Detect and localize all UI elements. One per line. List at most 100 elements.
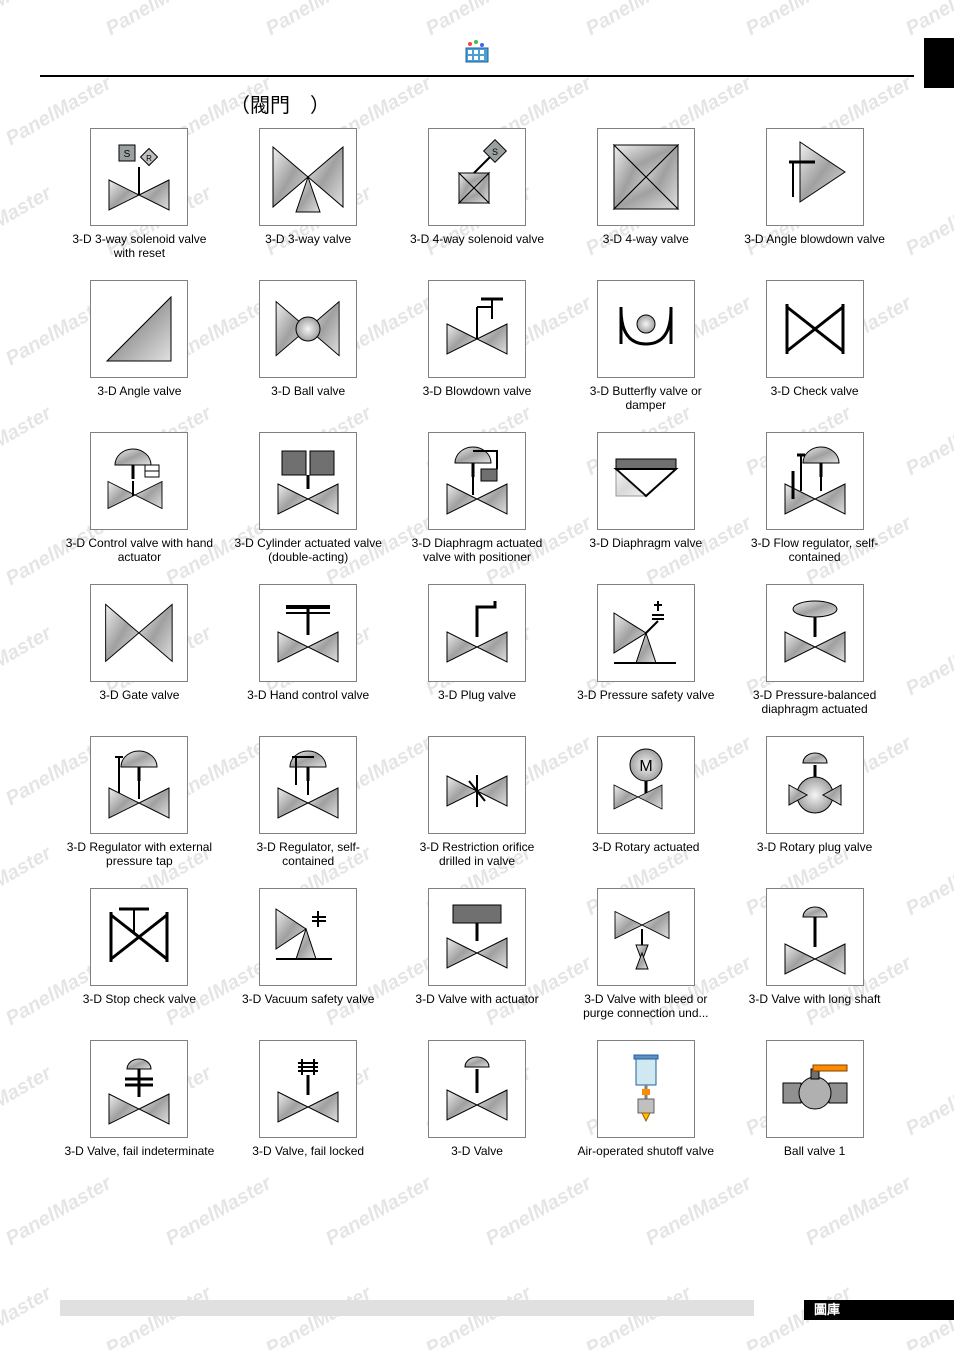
library-item[interactable]: Ball valve 1 xyxy=(735,1040,894,1172)
item-thumbnail[interactable] xyxy=(90,280,188,378)
library-item[interactable]: 3-D Valve with bleed or purge connection… xyxy=(566,888,725,1020)
item-thumbnail[interactable] xyxy=(766,280,864,378)
item-thumbnail[interactable] xyxy=(597,432,695,530)
library-item[interactable]: 3-D Valve, fail indeterminate xyxy=(60,1040,219,1172)
item-label: 3-D Ball valve xyxy=(271,384,345,412)
library-item[interactable]: 3-D Gate valve xyxy=(60,584,219,716)
library-item[interactable]: 3-D Pressure-balanced diaphragm actuated xyxy=(735,584,894,716)
item-thumbnail[interactable] xyxy=(90,888,188,986)
item-label: 3-D Diaphragm valve xyxy=(589,536,702,564)
item-thumbnail[interactable] xyxy=(90,128,188,226)
item-label: 3-D Gate valve xyxy=(99,688,179,716)
library-item[interactable]: 3-D Restriction orifice drilled in valve xyxy=(398,736,557,868)
library-item[interactable]: 3-D Angle blowdown valve xyxy=(735,128,894,260)
library-item[interactable]: 3-D Blowdown valve xyxy=(398,280,557,412)
item-label: 3-D Rotary actuated xyxy=(592,840,699,868)
item-label: 3-D Check valve xyxy=(771,384,859,412)
item-thumbnail[interactable] xyxy=(259,888,357,986)
item-thumbnail[interactable] xyxy=(597,584,695,682)
item-thumbnail[interactable] xyxy=(597,128,695,226)
library-item[interactable]: 3-D Stop check valve xyxy=(60,888,219,1020)
library-item[interactable]: 3-D Rotary actuated xyxy=(566,736,725,868)
footer: 圖庫 xyxy=(0,1300,954,1320)
item-thumbnail[interactable] xyxy=(428,280,526,378)
item-thumbnail[interactable] xyxy=(597,1040,695,1138)
header-rule xyxy=(40,75,914,77)
page-title: （閥門 ） xyxy=(230,89,954,118)
item-thumbnail[interactable] xyxy=(766,432,864,530)
item-label: 3-D Butterfly valve or damper xyxy=(571,384,721,412)
item-thumbnail[interactable] xyxy=(766,128,864,226)
item-label: 3-D 3-way solenoid valve with reset xyxy=(64,232,214,260)
item-thumbnail[interactable] xyxy=(428,736,526,834)
footer-bar xyxy=(60,1300,754,1316)
library-item[interactable]: 3-D Check valve xyxy=(735,280,894,412)
item-thumbnail[interactable] xyxy=(90,584,188,682)
item-label: 3-D Angle blowdown valve xyxy=(744,232,885,260)
item-label: 3-D Valve xyxy=(451,1144,503,1172)
item-thumbnail[interactable] xyxy=(597,280,695,378)
library-item[interactable]: 3-D Valve xyxy=(398,1040,557,1172)
library-item[interactable]: 3-D Diaphragm valve xyxy=(566,432,725,564)
library-item[interactable]: Air-operated shutoff valve xyxy=(566,1040,725,1172)
item-thumbnail[interactable] xyxy=(597,736,695,834)
item-thumbnail[interactable] xyxy=(259,280,357,378)
item-thumbnail[interactable] xyxy=(428,128,526,226)
footer-label: 圖庫 xyxy=(804,1300,954,1320)
item-thumbnail[interactable] xyxy=(428,1040,526,1138)
library-item[interactable]: 3-D 4-way valve xyxy=(566,128,725,260)
library-item[interactable]: 3-D Pressure safety valve xyxy=(566,584,725,716)
library-item[interactable]: 3-D Valve with long shaft xyxy=(735,888,894,1020)
item-thumbnail[interactable] xyxy=(766,1040,864,1138)
item-thumbnail[interactable] xyxy=(597,888,695,986)
library-item[interactable]: 3-D Regulator with external pressure tap xyxy=(60,736,219,868)
item-label: 3-D Valve with bleed or purge connection… xyxy=(571,992,721,1020)
library-item[interactable]: 3-D Butterfly valve or damper xyxy=(566,280,725,412)
library-item[interactable]: 3-D 4-way solenoid valve xyxy=(398,128,557,260)
library-item[interactable]: 3-D Valve with actuator xyxy=(398,888,557,1020)
item-thumbnail[interactable] xyxy=(90,736,188,834)
library-item[interactable]: 3-D Regulator, self-contained xyxy=(229,736,388,868)
item-label: 3-D Rotary plug valve xyxy=(757,840,872,868)
item-thumbnail[interactable] xyxy=(259,432,357,530)
item-label: 3-D Valve with long shaft xyxy=(749,992,881,1020)
item-thumbnail[interactable] xyxy=(259,736,357,834)
item-thumbnail[interactable] xyxy=(259,584,357,682)
library-item[interactable]: 3-D 3-way valve xyxy=(229,128,388,260)
item-label: 3-D 3-way valve xyxy=(265,232,351,260)
item-label: 3-D Pressure safety valve xyxy=(577,688,714,716)
library-item[interactable]: 3-D 3-way solenoid valve with reset xyxy=(60,128,219,260)
library-item[interactable]: 3-D Flow regulator, self-contained xyxy=(735,432,894,564)
item-thumbnail[interactable] xyxy=(766,888,864,986)
item-label: 3-D 4-way valve xyxy=(603,232,689,260)
item-thumbnail[interactable] xyxy=(428,432,526,530)
item-label: 3-D 4-way solenoid valve xyxy=(410,232,544,260)
library-item[interactable]: 3-D Diaphragm actuated valve with positi… xyxy=(398,432,557,564)
item-thumbnail[interactable] xyxy=(259,128,357,226)
library-item[interactable]: 3-D Vacuum safety valve xyxy=(229,888,388,1020)
library-item[interactable]: 3-D Rotary plug valve xyxy=(735,736,894,868)
item-label: 3-D Regulator with external pressure tap xyxy=(64,840,214,868)
item-label: 3-D Pressure-balanced diaphragm actuated xyxy=(740,688,890,716)
item-label: 3-D Valve, fail locked xyxy=(252,1144,364,1172)
item-label: 3-D Plug valve xyxy=(438,688,516,716)
library-item[interactable]: 3-D Plug valve xyxy=(398,584,557,716)
item-thumbnail[interactable] xyxy=(90,1040,188,1138)
library-item[interactable]: 3-D Valve, fail locked xyxy=(229,1040,388,1172)
library-item[interactable]: 3-D Angle valve xyxy=(60,280,219,412)
item-label: 3-D Hand control valve xyxy=(247,688,369,716)
item-thumbnail[interactable] xyxy=(428,584,526,682)
item-label: 3-D Regulator, self-contained xyxy=(233,840,383,868)
library-item[interactable]: 3-D Cylinder actuated valve (double-acti… xyxy=(229,432,388,564)
icon-grid: 3-D 3-way solenoid valve with reset 3-D 3… xyxy=(0,128,954,1212)
library-item[interactable]: 3-D Control valve with hand actuator xyxy=(60,432,219,564)
item-label: Air-operated shutoff valve xyxy=(578,1144,715,1172)
item-thumbnail[interactable] xyxy=(90,432,188,530)
library-item[interactable]: 3-D Ball valve xyxy=(229,280,388,412)
header-icon xyxy=(0,0,954,75)
item-thumbnail[interactable] xyxy=(766,584,864,682)
item-thumbnail[interactable] xyxy=(259,1040,357,1138)
item-thumbnail[interactable] xyxy=(428,888,526,986)
item-thumbnail[interactable] xyxy=(766,736,864,834)
library-item[interactable]: 3-D Hand control valve xyxy=(229,584,388,716)
